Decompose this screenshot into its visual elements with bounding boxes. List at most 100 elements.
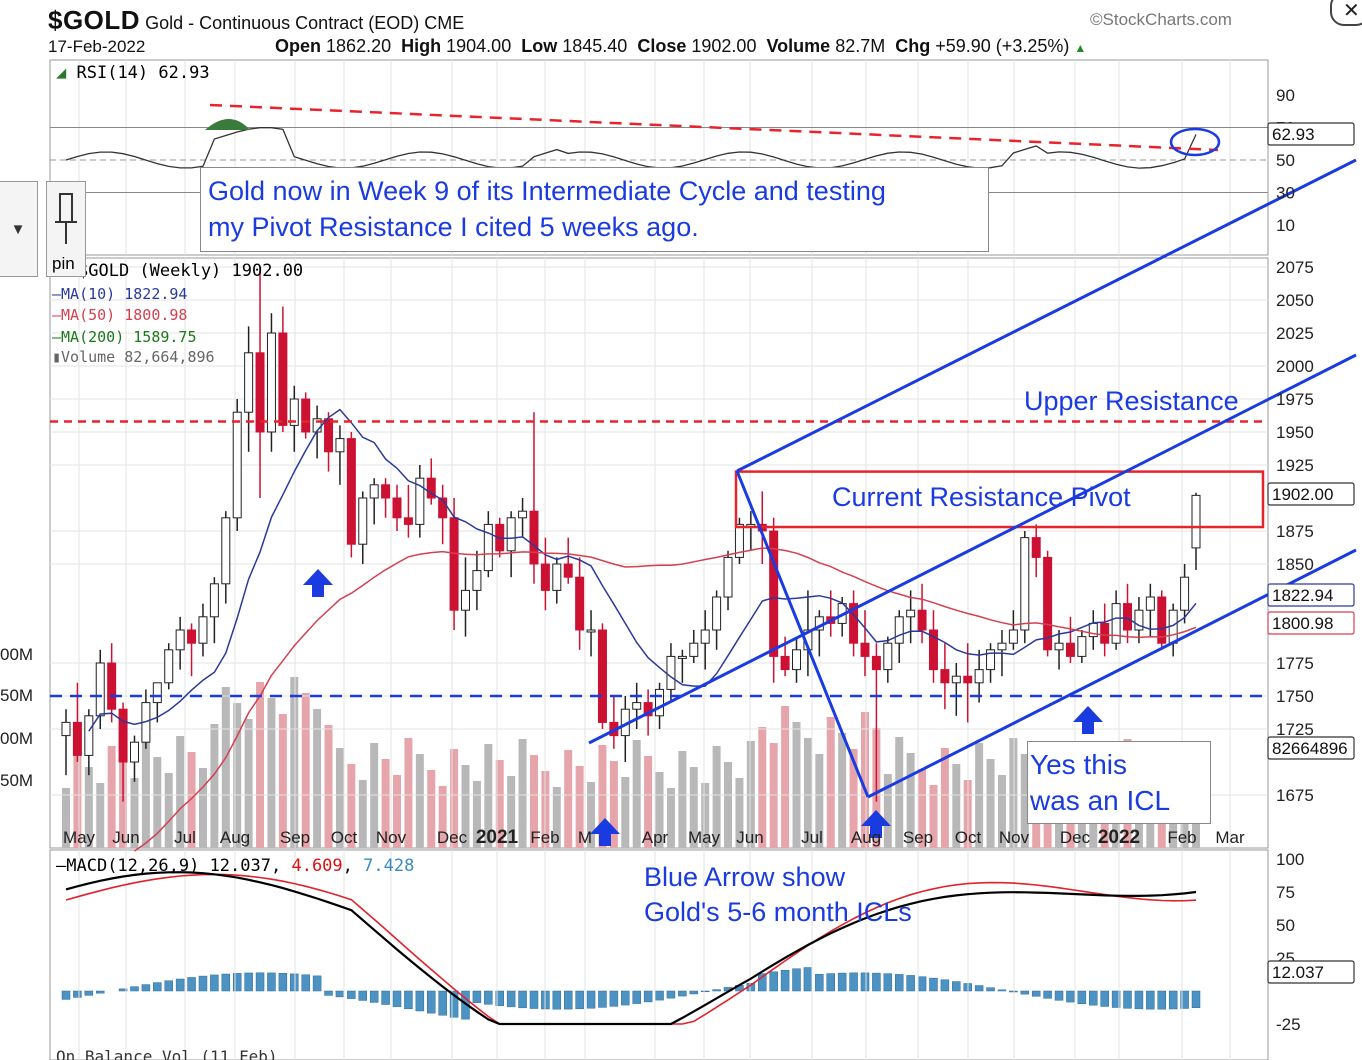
up-triangle-icon: ▲	[1074, 41, 1087, 55]
macd-tick-label: 75	[1276, 883, 1295, 902]
macd-histogram-bar	[997, 989, 1007, 992]
volume-tick-label: 50M	[0, 686, 33, 705]
volume-bar	[803, 738, 812, 848]
macd-histogram-bar	[1009, 990, 1018, 993]
candle-body	[563, 563, 573, 578]
month-tick-label: Dec	[437, 828, 468, 847]
macd-signal-value: 4.609	[291, 856, 343, 876]
candle-body	[997, 642, 1007, 651]
candle-body	[175, 629, 185, 651]
candle-body	[1054, 642, 1064, 651]
ma10-badge: 1822.94	[1272, 586, 1333, 605]
candle-body	[449, 517, 459, 611]
pin-button[interactable]: pin	[46, 181, 86, 277]
volume-bar	[895, 737, 904, 848]
ma50-legend: —MA(50) 1800.98	[52, 306, 188, 324]
volume-bar	[176, 736, 185, 848]
candle-body	[552, 563, 562, 591]
volume-bar	[781, 706, 790, 848]
upper-resistance-label: Upper Resistance	[1024, 386, 1239, 416]
volume-bar	[655, 772, 664, 848]
month-tick-label: Sep	[903, 828, 933, 847]
price-tick-label: 1950	[1276, 423, 1314, 442]
volume-badge: 82664896	[1272, 739, 1348, 758]
candle-body	[883, 642, 893, 671]
macd-histogram-bar	[324, 990, 333, 996]
volume-bar	[507, 776, 516, 848]
macd-histogram-bar	[1134, 990, 1144, 1010]
macd-histogram-bar	[381, 990, 390, 1005]
candle-body	[643, 702, 653, 717]
volume-bar	[233, 703, 242, 848]
macd-histogram-bar	[472, 990, 482, 1003]
rsi-tick-label: 10	[1276, 216, 1295, 235]
macd-histogram-bar	[210, 974, 219, 992]
month-tick-label: Jul	[174, 828, 196, 847]
macd-histogram-bar	[175, 978, 185, 992]
volume-bar	[404, 738, 413, 848]
macd-histogram-bar	[118, 988, 128, 992]
macd-histogram-bar	[427, 990, 436, 1014]
volume-bar	[164, 773, 173, 848]
cycle-note-line2: my Pivot Resistance I cited 5 weeks ago.	[208, 212, 699, 242]
macd-histogram-bar	[952, 981, 961, 992]
icl-note-line2: was an ICL	[1030, 785, 1171, 816]
month-tick-label: Jun	[112, 828, 139, 847]
macd-histogram-bar	[586, 990, 596, 1009]
volume-bar	[792, 722, 801, 848]
volume-bar	[666, 788, 675, 848]
volume-bar	[724, 762, 733, 848]
macd-histogram-bar	[872, 972, 881, 992]
candle-body	[769, 530, 779, 657]
macd-histogram-bar	[780, 969, 790, 992]
volume-bar	[632, 740, 641, 848]
close-button[interactable]: ✕	[1330, 0, 1362, 26]
macd-badge: 12.037	[1272, 963, 1324, 982]
volume-bar	[256, 682, 265, 848]
month-tick-label: Sep	[280, 828, 310, 847]
macd-histogram-bar	[95, 990, 105, 994]
volume-bar	[712, 746, 721, 848]
volume-bar	[621, 777, 630, 848]
candle-body	[415, 477, 425, 525]
candle-body	[928, 629, 938, 671]
volume-bar	[198, 768, 207, 848]
candle-body	[289, 398, 299, 426]
candle-body	[221, 517, 231, 585]
pin-label: pin	[52, 254, 75, 273]
month-tick-label: Apr	[642, 828, 669, 847]
candle-body	[72, 721, 82, 756]
volume-bar	[598, 745, 607, 848]
volume-bar	[415, 754, 424, 848]
macd-histogram-bar	[894, 974, 904, 992]
channel-upper-line	[736, 158, 1357, 473]
volume-bar	[84, 767, 93, 848]
macd-histogram-bar	[1111, 990, 1121, 1008]
ma10-legend: —MA(10) 1822.94	[52, 285, 188, 303]
candle-body	[1020, 537, 1030, 631]
ma50-line	[134, 547, 1197, 852]
volume-bar	[450, 749, 459, 848]
volume-bar	[119, 762, 128, 848]
ma200-legend: —MA(200) 1589.75	[52, 328, 197, 346]
macd-tick-label: -25	[1276, 1015, 1301, 1034]
macd-histogram-bar	[712, 989, 721, 992]
brand[interactable]: ©StockCharts.com	[1090, 10, 1232, 29]
macd-histogram-bar	[255, 972, 265, 992]
month-tick-label: 2022	[1098, 827, 1140, 848]
icl-note-line1: Yes this	[1030, 749, 1128, 780]
volume-bar	[609, 761, 618, 848]
macd-histogram-bar	[883, 973, 893, 992]
dropdown-button[interactable]: ▼	[0, 181, 38, 277]
volume-bar	[575, 766, 584, 848]
ohlc-row: 17-Feb-2022	[48, 37, 145, 57]
candle-body	[346, 438, 356, 545]
macd-histogram-bar	[153, 982, 162, 992]
macd-histogram-bar	[529, 990, 539, 1009]
volume-bar	[335, 748, 344, 848]
candle-body	[164, 649, 174, 684]
cycle-note-line1: Gold now in Week 9 of its Intermediate C…	[208, 176, 886, 206]
candle-body	[1191, 494, 1201, 549]
candle-body	[483, 523, 493, 572]
candle-body	[894, 616, 904, 644]
